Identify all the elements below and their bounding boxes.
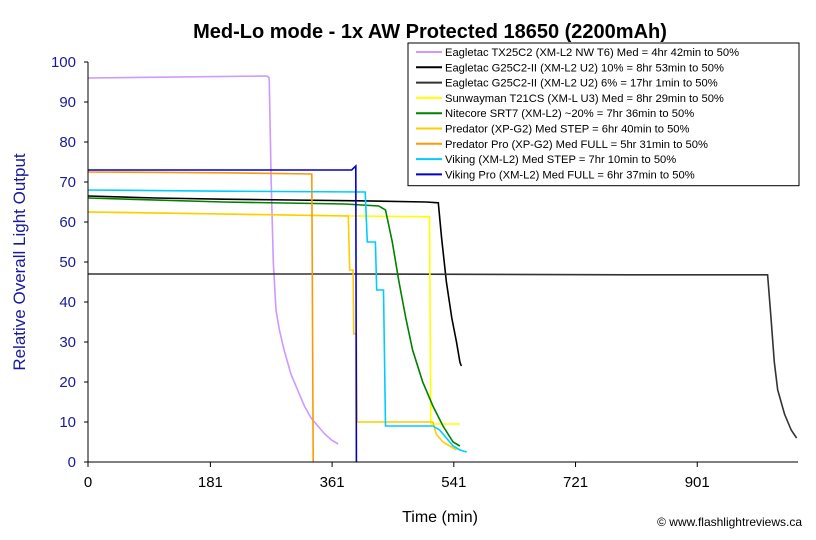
legend-label: Sunwayman T21CS (XM-L U3) Med = 8hr 29mi… [445, 93, 724, 105]
x-tick-label: 361 [320, 474, 345, 491]
series-line-8 [87, 189, 467, 453]
series-line-9 [88, 164, 358, 463]
y-tick-label: 80 [59, 134, 76, 151]
legend: Eagletac TX25C2 (XM-L2 NW T6) Med = 4hr … [407, 42, 800, 187]
y-tick-label: 100 [51, 54, 76, 71]
x-tick-label: 901 [685, 474, 710, 491]
x-tick-label: 541 [441, 474, 466, 491]
series-line-1 [87, 75, 339, 445]
series-line-2 [87, 195, 463, 367]
legend-label: Predator (XP-G2) Med STEP = 6hr 40min to… [445, 124, 690, 136]
series-line-7 [87, 171, 314, 463]
legend-label: Eagletac G25C2-II (XM-L2 U2) 6% = 17hr 1… [445, 78, 718, 90]
y-axis-label: Relative Overall Light Output [10, 153, 29, 371]
x-tick-label: 721 [563, 474, 588, 491]
y-tick-label: 60 [59, 214, 76, 231]
axes: 0 10 20 30 40 50 60 70 80 90 100 0 181 361 541 721 901 [51, 54, 798, 491]
legend-label: Eagletac TX25C2 (XM-L2 NW T6) Med = 4hr … [445, 47, 739, 59]
y-tick-label: 40 [59, 294, 76, 311]
y-tick-label: 50 [59, 254, 76, 271]
x-tick-label: 0 [84, 474, 92, 491]
series-line-5 [87, 197, 461, 447]
plot-lines [87, 75, 798, 463]
y-tick-label: 0 [68, 454, 76, 471]
x-tick-label: 181 [198, 474, 223, 491]
y-tick-label: 20 [59, 374, 76, 391]
legend-label: Predator Pro (XP-G2) Med FULL = 5hr 31mi… [445, 139, 708, 151]
credit-text: © www.flashlightreviews.ca [657, 515, 802, 529]
y-tick-label: 30 [59, 334, 76, 351]
y-tick-label: 90 [59, 94, 76, 111]
y-tick-label: 10 [59, 414, 76, 431]
legend-label: Viking Pro (XM-L2) Med FULL = 6hr 37min … [445, 169, 695, 181]
chart-title: Med-Lo mode - 1x AW Protected 18650 (220… [193, 21, 667, 43]
legend-label: Nitecore SRT7 (XM-L2) ~20% = 7hr 36min t… [445, 108, 694, 120]
legend-box [407, 42, 800, 187]
series-line-3 [88, 273, 798, 439]
series-line-6 [87, 211, 457, 451]
legend-label: Viking (XM-L2) Med STEP = 7hr 10min to 5… [445, 154, 676, 166]
y-tick-label: 70 [59, 174, 76, 191]
legend-label: Eagletac G25C2-II (XM-L2 U2) 10% = 8hr 5… [445, 62, 724, 74]
x-axis-label: Time (min) [402, 509, 478, 526]
